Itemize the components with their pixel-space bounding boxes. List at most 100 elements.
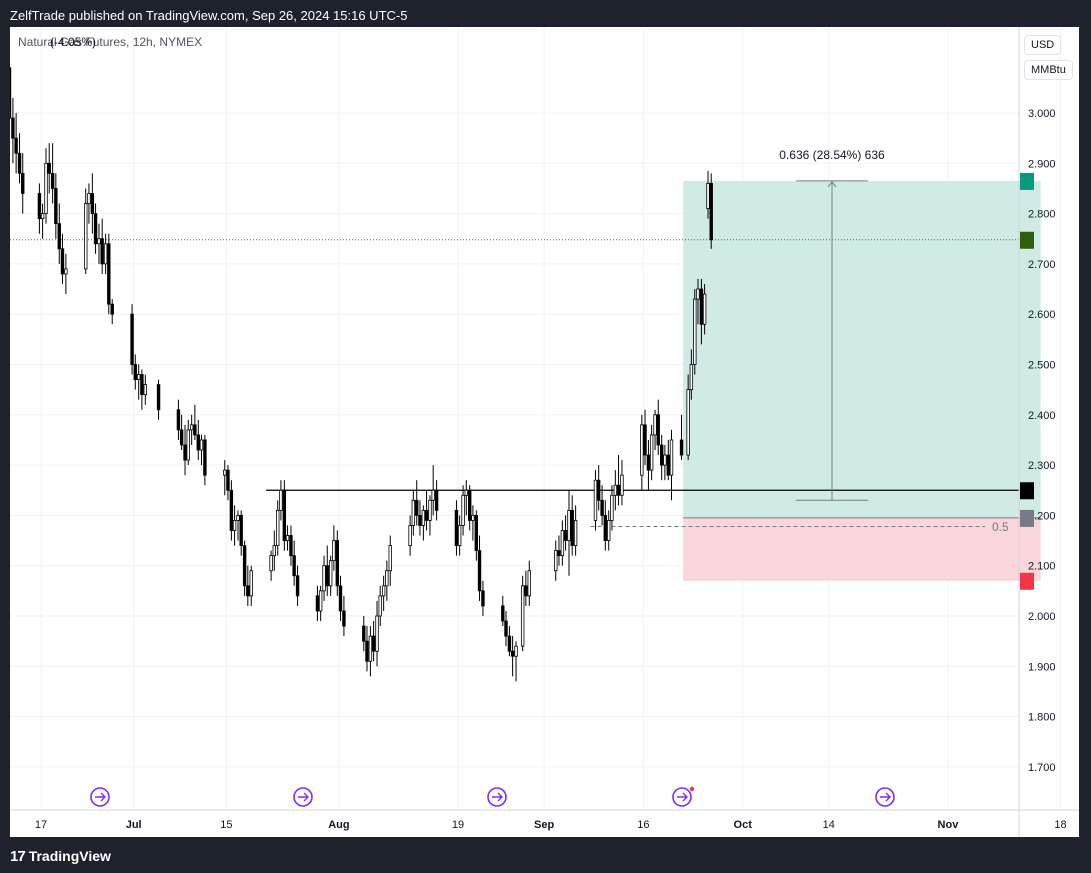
candle-body <box>381 585 386 597</box>
candle-body <box>563 530 568 541</box>
candle <box>365 626 369 672</box>
candle-body <box>434 489 439 511</box>
candle-body <box>103 243 108 265</box>
candle-body <box>679 439 684 456</box>
event-marker-icon <box>293 787 313 807</box>
candle <box>666 439 670 481</box>
published-text: ZelfTrade published on TradingView.com, … <box>10 8 408 23</box>
price-tick-label: 2.200 <box>1028 510 1056 522</box>
price-tick-label: 1.800 <box>1028 712 1056 724</box>
candle <box>461 485 465 536</box>
candle <box>226 465 230 501</box>
candle <box>246 565 250 606</box>
candle <box>570 495 574 556</box>
price-tick-label: 2.500 <box>1028 360 1056 372</box>
symbol-legend[interactable]: Natural Gas Futures, 12h, NYMEX <box>18 35 202 49</box>
candle <box>702 284 707 335</box>
candle <box>199 434 204 466</box>
candle <box>17 133 22 184</box>
candle-body <box>461 494 465 526</box>
candle <box>431 465 435 516</box>
candle <box>289 525 293 566</box>
fib-level-label: 0.5 <box>992 520 1009 534</box>
candlestick-chart[interactable]: 3.000 2.900 2.800 2.700 2.600 2.500 2.400 2.300… <box>4 27 1079 837</box>
candle <box>371 621 376 662</box>
candle-body <box>100 238 104 265</box>
candle <box>706 170 710 219</box>
candle-body <box>669 439 674 476</box>
candle-body <box>457 525 462 546</box>
chart-panel[interactable]: 3.000 2.900 2.800 2.700 2.600 2.500 2.400 2.300… <box>4 27 1079 837</box>
currency-button[interactable]: USD <box>1024 35 1062 55</box>
price-tick-label: 2.700 <box>1028 259 1056 271</box>
price-scale[interactable]: 3.000 2.900 2.800 2.700 2.600 2.500 2.400 2.300… <box>1018 27 1056 837</box>
candle-body <box>471 514 475 521</box>
candle-body <box>107 243 111 305</box>
candle <box>669 429 674 501</box>
candle-body <box>418 514 422 526</box>
publisher-bar: ZelfTrade published on TradingView.com, … <box>0 0 1091 27</box>
time-scale[interactable]: 17 Jul 15 Aug 19 Sep 16 Oct 14 Nov 18 <box>10 809 1079 831</box>
candle-body <box>643 424 647 456</box>
candle-body <box>593 479 598 521</box>
candle-body <box>514 645 518 657</box>
candle <box>54 173 58 239</box>
candle <box>646 439 651 491</box>
candle <box>50 143 55 204</box>
candle-body <box>474 514 479 552</box>
price-tick-label: 2.800 <box>1028 209 1056 221</box>
candle-body <box>431 489 435 501</box>
candle <box>229 480 234 541</box>
measure-label: 0.636 (28.54%) 636 <box>779 148 885 162</box>
candle <box>37 183 42 234</box>
candle <box>179 414 184 451</box>
candle <box>640 414 644 491</box>
event-alert-dot <box>689 786 695 792</box>
current-price-tag <box>1020 231 1034 249</box>
candle-body <box>84 203 88 270</box>
candle <box>203 434 207 486</box>
candle <box>643 409 647 466</box>
candle-body <box>285 535 290 541</box>
candle <box>279 480 283 521</box>
candle-body <box>14 137 18 154</box>
candle-body <box>17 152 22 174</box>
candle <box>659 434 664 481</box>
candle-body <box>520 585 525 647</box>
tradingview-footer: 17 TradingView <box>10 846 111 866</box>
candle-body <box>524 585 528 597</box>
candle <box>514 641 518 682</box>
candle-body <box>467 489 472 521</box>
time-tick-label: 17 <box>35 819 47 831</box>
candle <box>527 560 531 606</box>
candle-body <box>156 384 161 411</box>
profit-zone <box>683 180 1041 518</box>
candle-body <box>21 172 25 194</box>
candle-body <box>653 414 657 436</box>
entry-price-tag <box>1020 509 1034 527</box>
candle <box>97 223 101 264</box>
candle <box>689 349 694 400</box>
candle-body <box>368 635 373 662</box>
candle <box>477 535 482 601</box>
candle-body <box>87 193 91 204</box>
change-percent: (-4.05%) <box>50 35 96 49</box>
price-tick-label: 2.000 <box>1028 611 1056 623</box>
candle-body <box>501 605 505 622</box>
candle <box>600 485 604 526</box>
candle <box>110 299 114 325</box>
time-tick-label: 19 <box>452 819 464 831</box>
candle <box>653 409 657 451</box>
candle-body <box>97 238 101 245</box>
candle <box>507 626 512 657</box>
event-arrow <box>880 792 891 802</box>
event-arrow <box>298 792 309 802</box>
price-tick-label: 2.900 <box>1028 158 1056 170</box>
candle-body <box>249 570 253 597</box>
measure-arrow-icon <box>827 181 837 188</box>
candle <box>428 495 432 536</box>
candle <box>679 414 684 461</box>
unit-button[interactable]: MMBtu <box>1024 60 1073 80</box>
candle <box>133 354 137 390</box>
candle <box>40 203 45 239</box>
